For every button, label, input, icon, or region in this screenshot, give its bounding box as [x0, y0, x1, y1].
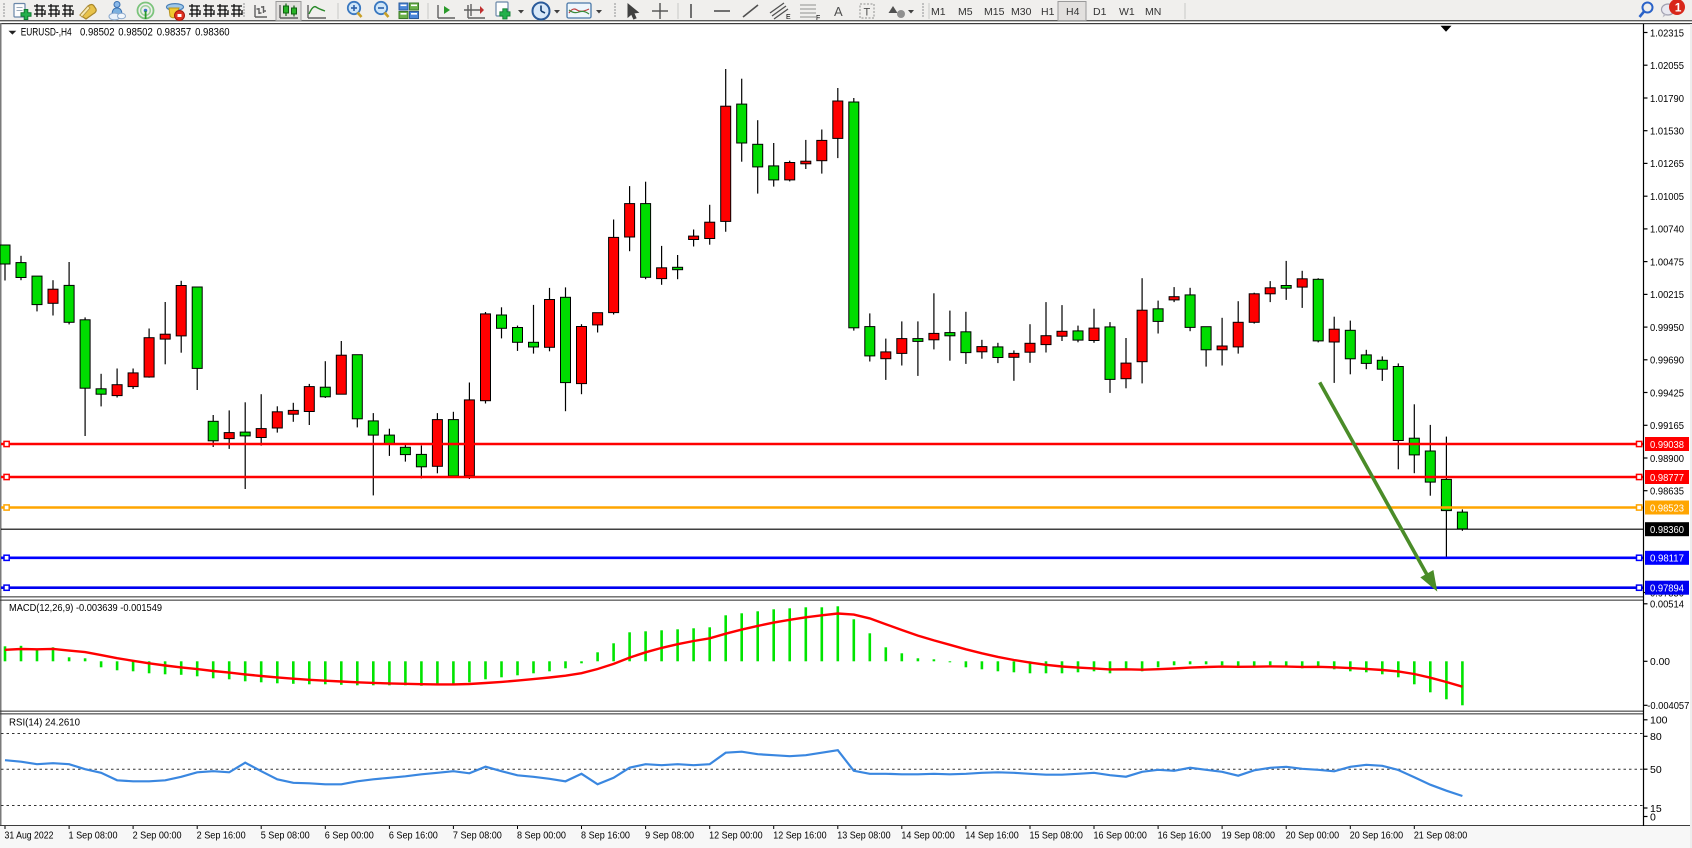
svg-text:31 Aug 2022: 31 Aug 2022	[5, 831, 54, 842]
svg-text:0.98502: 0.98502	[80, 26, 115, 38]
svg-text:1.00475: 1.00475	[1650, 256, 1684, 268]
svg-text:8 Sep 16:00: 8 Sep 16:00	[581, 831, 630, 842]
svg-text:A: A	[834, 4, 843, 19]
svg-text:1.01005: 1.01005	[1650, 191, 1684, 203]
svg-text:0.97894: 0.97894	[1650, 583, 1684, 595]
svg-text:2 Sep 00:00: 2 Sep 00:00	[133, 831, 182, 842]
svg-text:0.98523: 0.98523	[1650, 502, 1684, 514]
svg-text:5 Sep 08:00: 5 Sep 08:00	[261, 831, 310, 842]
svg-text:20 Sep 16:00: 20 Sep 16:00	[1350, 831, 1404, 842]
svg-text:0.98502: 0.98502	[118, 26, 153, 38]
svg-text:16 Sep 16:00: 16 Sep 16:00	[1158, 831, 1212, 842]
svg-text:6 Sep 16:00: 6 Sep 16:00	[389, 831, 438, 842]
svg-text:0.99165: 0.99165	[1650, 420, 1684, 432]
svg-text:MACD(12,26,9) -0.003639 -0.001: MACD(12,26,9) -0.003639 -0.001549	[9, 602, 162, 614]
svg-text:MN: MN	[1145, 6, 1161, 18]
svg-text:12 Sep 00:00: 12 Sep 00:00	[709, 831, 763, 842]
svg-text:0.99690: 0.99690	[1650, 355, 1684, 367]
svg-text:100: 100	[1650, 715, 1668, 727]
svg-text:0.98357: 0.98357	[157, 26, 192, 38]
svg-text:1.01790: 1.01790	[1650, 93, 1684, 105]
svg-text:6 Sep 00:00: 6 Sep 00:00	[325, 831, 374, 842]
svg-text:T: T	[864, 7, 871, 19]
svg-text:0.00: 0.00	[1650, 656, 1670, 668]
svg-text:13 Sep 08:00: 13 Sep 08:00	[837, 831, 891, 842]
svg-text:1.00215: 1.00215	[1650, 289, 1684, 301]
svg-text:14 Sep 00:00: 14 Sep 00:00	[901, 831, 955, 842]
svg-text:D1: D1	[1093, 6, 1107, 18]
svg-text:W1: W1	[1119, 6, 1135, 18]
svg-text:H4: H4	[1066, 6, 1080, 18]
svg-text:0.00514: 0.00514	[1650, 599, 1684, 611]
svg-text:8 Sep 00:00: 8 Sep 00:00	[517, 831, 566, 842]
svg-text:50: 50	[1650, 764, 1662, 776]
svg-text:F: F	[816, 15, 820, 22]
svg-text:H1: H1	[1041, 6, 1055, 18]
svg-text:1.01265: 1.01265	[1650, 158, 1684, 170]
svg-text:0: 0	[1650, 811, 1656, 823]
svg-text:15: 15	[1650, 803, 1662, 815]
svg-text:0.99950: 0.99950	[1650, 322, 1684, 334]
svg-text:E: E	[786, 14, 791, 21]
svg-text:1.00740: 1.00740	[1650, 224, 1684, 236]
svg-text:16 Sep 00:00: 16 Sep 00:00	[1094, 831, 1148, 842]
svg-text:0.98777: 0.98777	[1650, 472, 1684, 484]
svg-text:19 Sep 08:00: 19 Sep 08:00	[1222, 831, 1276, 842]
svg-text:1: 1	[1675, 0, 1682, 14]
svg-text:0.98117: 0.98117	[1650, 553, 1684, 565]
svg-text:0.98360: 0.98360	[1650, 524, 1684, 536]
svg-text:M15: M15	[984, 6, 1005, 18]
svg-text:21 Sep 08:00: 21 Sep 08:00	[1414, 831, 1468, 842]
svg-text:15 Sep 08:00: 15 Sep 08:00	[1029, 831, 1083, 842]
svg-text:9 Sep 08:00: 9 Sep 08:00	[645, 831, 694, 842]
svg-text:M1: M1	[931, 6, 946, 18]
svg-text:M30: M30	[1011, 6, 1032, 18]
svg-text:14 Sep 16:00: 14 Sep 16:00	[965, 831, 1019, 842]
svg-text:0.98900: 0.98900	[1650, 453, 1684, 465]
svg-text:80: 80	[1650, 731, 1662, 743]
svg-text:1.02055: 1.02055	[1650, 60, 1684, 72]
svg-text:1.01530: 1.01530	[1650, 126, 1684, 138]
svg-text:-0.004057: -0.004057	[1647, 700, 1689, 712]
svg-text:EURUSD-,H4: EURUSD-,H4	[21, 26, 72, 38]
svg-text:0.98360: 0.98360	[195, 26, 230, 38]
svg-text:0.98635: 0.98635	[1650, 486, 1684, 498]
svg-text:20 Sep 00:00: 20 Sep 00:00	[1286, 831, 1340, 842]
svg-text:RSI(14) 24.2610: RSI(14) 24.2610	[9, 717, 80, 729]
svg-text:12 Sep 16:00: 12 Sep 16:00	[773, 831, 827, 842]
svg-text:0.99038: 0.99038	[1650, 439, 1684, 451]
svg-text:1 Sep 08:00: 1 Sep 08:00	[69, 831, 118, 842]
svg-text:0.99425: 0.99425	[1650, 387, 1684, 399]
svg-text:7 Sep 08:00: 7 Sep 08:00	[453, 831, 502, 842]
svg-text:2 Sep 16:00: 2 Sep 16:00	[197, 831, 246, 842]
svg-text:M5: M5	[958, 6, 973, 18]
svg-text:1.02315: 1.02315	[1650, 27, 1684, 39]
